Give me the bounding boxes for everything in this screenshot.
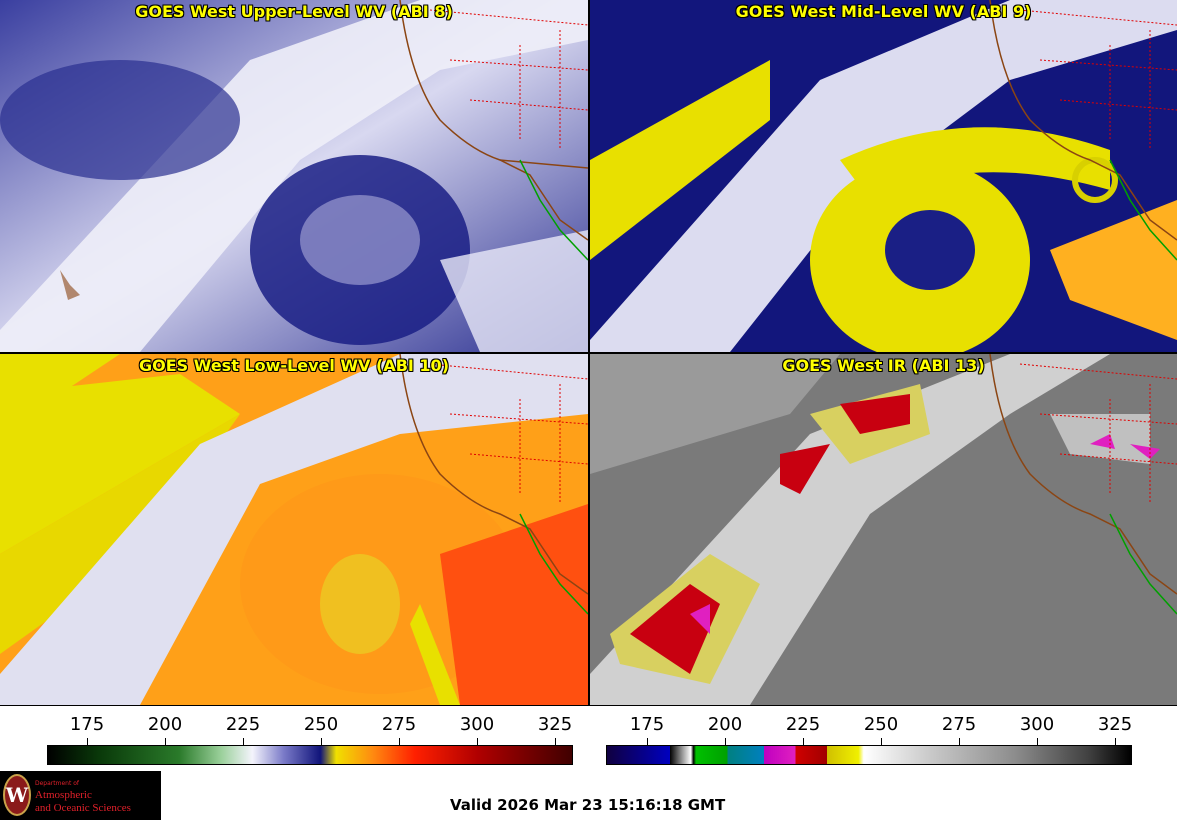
ir-panel: GOES West IR (ABI 13) <box>590 354 1177 705</box>
uw-seal: W <box>3 774 31 816</box>
logo-line1: Atmospheric <box>35 789 92 801</box>
uw-aos-logo: W Department of Atmospheric and Oceanic … <box>0 771 161 820</box>
ir-tick-label: 300 <box>1019 714 1055 735</box>
panel-title: GOES West Low-Level WV (ABI 10) <box>138 356 449 375</box>
ir-tick-label: 325 <box>1097 714 1133 735</box>
panel-title: GOES West IR (ABI 13) <box>782 356 985 375</box>
low-level-wv-image <box>0 354 588 705</box>
ir-image <box>590 354 1177 705</box>
wv-tick-label: 325 <box>537 714 573 735</box>
panel-title: GOES West Upper-Level WV (ABI 8) <box>135 2 453 21</box>
ir-tick-label: 250 <box>863 714 899 735</box>
logo-line2: and Oceanic Sciences <box>35 802 131 814</box>
wv-tick-label: 175 <box>69 714 105 735</box>
valid-time: Valid 2026 Mar 23 15:16:18 GMT <box>450 796 726 814</box>
mid-level-wv-panel: GOES West Mid-Level WV (ABI 9) <box>590 0 1177 352</box>
wv-colorbar <box>47 745 573 765</box>
upper-level-wv-image <box>0 0 588 352</box>
wv-tick-label: 275 <box>381 714 417 735</box>
horizontal-divider <box>0 352 1177 354</box>
panel-title: GOES West Mid-Level WV (ABI 9) <box>735 2 1032 21</box>
low-level-wv-panel: GOES West Low-Level WV (ABI 10) <box>0 354 588 705</box>
ir-colorbar <box>606 745 1132 765</box>
ir-tick-label: 200 <box>707 714 743 735</box>
wv-tick-label: 300 <box>459 714 495 735</box>
wv-tick-label: 200 <box>147 714 183 735</box>
logo-department: Department of <box>35 780 79 787</box>
wv-tick-label: 225 <box>225 714 261 735</box>
upper-level-wv-panel: GOES West Upper-Level WV (ABI 8) <box>0 0 588 352</box>
ir-tick-label: 275 <box>941 714 977 735</box>
bottom-border <box>0 705 1177 706</box>
ir-tick-label: 175 <box>629 714 665 735</box>
mid-level-wv-image <box>590 0 1177 352</box>
ir-tick-label: 225 <box>785 714 821 735</box>
wv-tick-label: 250 <box>303 714 339 735</box>
